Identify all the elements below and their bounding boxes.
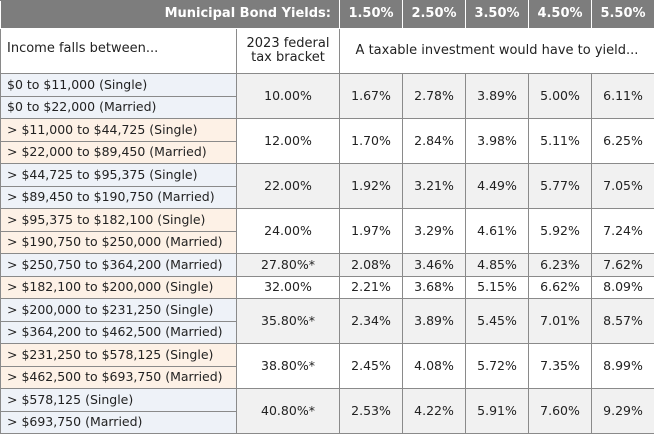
- tax-bracket-cell: 12.00%: [237, 119, 340, 164]
- taxable-yield-cell: 5.15%: [466, 276, 529, 299]
- taxable-yield-cell: 8.57%: [592, 299, 654, 344]
- taxable-yield-cell: 9.29%: [592, 389, 654, 434]
- taxable-yield-cell: 3.98%: [466, 119, 529, 164]
- tax-bracket-cell: 38.80%*: [237, 344, 340, 389]
- income-range-cell: > $182,100 to $200,000 (Single): [1, 276, 237, 299]
- income-range-cell: > $364,200 to $462,500 (Married): [1, 321, 237, 344]
- taxable-yield-cell: 1.97%: [340, 209, 403, 254]
- column-header-row: Income falls between... 2023 federal tax…: [1, 29, 654, 74]
- municipal-yield-value: 2.50%: [403, 1, 466, 29]
- taxable-yield-cell: 3.21%: [403, 164, 466, 209]
- taxable-yield-cell: 5.11%: [529, 119, 592, 164]
- table-row: > $578,125 (Single)40.80%*2.53%4.22%5.91…: [1, 389, 654, 412]
- taxable-yield-cell: 7.35%: [529, 344, 592, 389]
- taxable-yield-cell: 4.85%: [466, 254, 529, 277]
- municipal-yield-label: Municipal Bond Yields:: [1, 1, 340, 29]
- taxable-yield-cell: 3.29%: [403, 209, 466, 254]
- taxable-yield-cell: 2.08%: [340, 254, 403, 277]
- taxable-yield-cell: 2.21%: [340, 276, 403, 299]
- taxable-yield-cell: 4.49%: [466, 164, 529, 209]
- income-range-cell: $0 to $11,000 (Single): [1, 74, 237, 97]
- taxable-yield-cell: 7.24%: [592, 209, 654, 254]
- municipal-yield-value: 4.50%: [529, 1, 592, 29]
- table-row: > $182,100 to $200,000 (Single)32.00%2.2…: [1, 276, 654, 299]
- municipal-yield-value: 1.50%: [340, 1, 403, 29]
- income-range-cell: > $200,000 to $231,250 (Single): [1, 299, 237, 322]
- taxable-yield-cell: 6.25%: [592, 119, 654, 164]
- income-range-cell: > $578,125 (Single): [1, 389, 237, 412]
- bracket-column-header: 2023 federal tax bracket: [237, 29, 340, 74]
- income-range-cell: > $22,000 to $89,450 (Married): [1, 141, 237, 164]
- table-row: > $44,725 to $95,375 (Single)22.00%1.92%…: [1, 164, 654, 187]
- taxable-yield-cell: 4.08%: [403, 344, 466, 389]
- taxable-yield-cell: 5.77%: [529, 164, 592, 209]
- income-range-cell: $0 to $22,000 (Married): [1, 96, 237, 119]
- tax-bracket-cell: 10.00%: [237, 74, 340, 119]
- income-column-header: Income falls between...: [1, 29, 237, 74]
- taxable-yield-cell: 8.99%: [592, 344, 654, 389]
- tax-bracket-cell: 24.00%: [237, 209, 340, 254]
- income-range-cell: > $250,750 to $364,200 (Married): [1, 254, 237, 277]
- taxable-yield-cell: 2.45%: [340, 344, 403, 389]
- taxable-yield-cell: 6.11%: [592, 74, 654, 119]
- taxable-yield-cell: 6.62%: [529, 276, 592, 299]
- taxable-yield-cell: 2.53%: [340, 389, 403, 434]
- taxable-yield-cell: 7.62%: [592, 254, 654, 277]
- tax-bracket-cell: 35.80%*: [237, 299, 340, 344]
- table-row: > $250,750 to $364,200 (Married)27.80%*2…: [1, 254, 654, 277]
- taxable-yield-cell: 7.60%: [529, 389, 592, 434]
- taxable-yield-cell: 2.78%: [403, 74, 466, 119]
- tax-bracket-cell: 22.00%: [237, 164, 340, 209]
- income-range-cell: > $693,750 (Married): [1, 411, 237, 434]
- taxable-yield-cell: 5.72%: [466, 344, 529, 389]
- taxable-yield-cell: 5.45%: [466, 299, 529, 344]
- taxable-yield-cell: 7.05%: [592, 164, 654, 209]
- income-range-cell: > $95,375 to $182,100 (Single): [1, 209, 237, 232]
- taxable-yield-cell: 3.68%: [403, 276, 466, 299]
- taxable-yield-cell: 5.91%: [466, 389, 529, 434]
- tax-bracket-cell: 40.80%*: [237, 389, 340, 434]
- table-row: > $200,000 to $231,250 (Single)35.80%*2.…: [1, 299, 654, 322]
- taxable-yield-cell: 3.46%: [403, 254, 466, 277]
- taxable-yield-cell: 6.23%: [529, 254, 592, 277]
- municipal-yield-value: 3.50%: [466, 1, 529, 29]
- income-range-cell: > $231,250 to $578,125 (Single): [1, 344, 237, 367]
- table-row: > $231,250 to $578,125 (Single)38.80%*2.…: [1, 344, 654, 367]
- table-row: $0 to $11,000 (Single)10.00%1.67%2.78%3.…: [1, 74, 654, 97]
- income-range-cell: > $44,725 to $95,375 (Single): [1, 164, 237, 187]
- tax-bracket-cell: 27.80%*: [237, 254, 340, 277]
- bracket-header-line-2: tax bracket: [237, 51, 339, 65]
- taxable-yield-cell: 3.89%: [403, 299, 466, 344]
- income-range-cell: > $89,450 to $190,750 (Married): [1, 186, 237, 209]
- taxable-yield-column-header: A taxable investment would have to yield…: [340, 29, 654, 74]
- table-row: > $11,000 to $44,725 (Single)12.00%1.70%…: [1, 119, 654, 142]
- taxable-yield-cell: 4.22%: [403, 389, 466, 434]
- taxable-yield-cell: 1.92%: [340, 164, 403, 209]
- income-range-cell: > $190,750 to $250,000 (Married): [1, 231, 237, 254]
- income-range-cell: > $11,000 to $44,725 (Single): [1, 119, 237, 142]
- taxable-yield-cell: 7.01%: [529, 299, 592, 344]
- municipal-yield-value: 5.50%: [592, 1, 654, 29]
- bracket-header-line-1: 2023 federal: [237, 37, 339, 51]
- table-row: > $95,375 to $182,100 (Single)24.00%1.97…: [1, 209, 654, 232]
- taxable-yield-cell: 3.89%: [466, 74, 529, 119]
- taxable-yield-cell: 4.61%: [466, 209, 529, 254]
- taxable-yield-cell: 2.34%: [340, 299, 403, 344]
- taxable-yield-cell: 1.70%: [340, 119, 403, 164]
- taxable-yield-cell: 5.00%: [529, 74, 592, 119]
- taxable-yield-cell: 1.67%: [340, 74, 403, 119]
- tax-bracket-cell: 32.00%: [237, 276, 340, 299]
- taxable-yield-cell: 8.09%: [592, 276, 654, 299]
- taxable-yield-cell: 5.92%: [529, 209, 592, 254]
- municipal-yield-header-row: Municipal Bond Yields: 1.50% 2.50% 3.50%…: [1, 1, 654, 29]
- income-range-cell: > $462,500 to $693,750 (Married): [1, 366, 237, 389]
- taxable-yield-cell: 2.84%: [403, 119, 466, 164]
